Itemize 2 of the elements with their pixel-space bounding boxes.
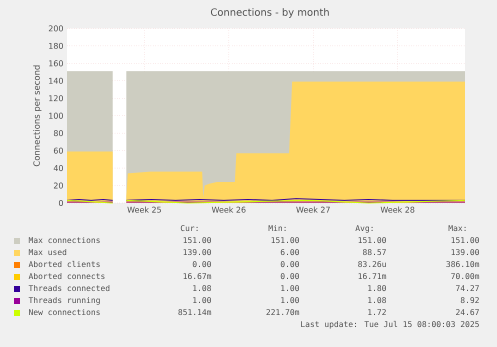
chart-title: Connections - by month (210, 8, 329, 18)
y-axis-title: Connections per second (33, 65, 42, 166)
